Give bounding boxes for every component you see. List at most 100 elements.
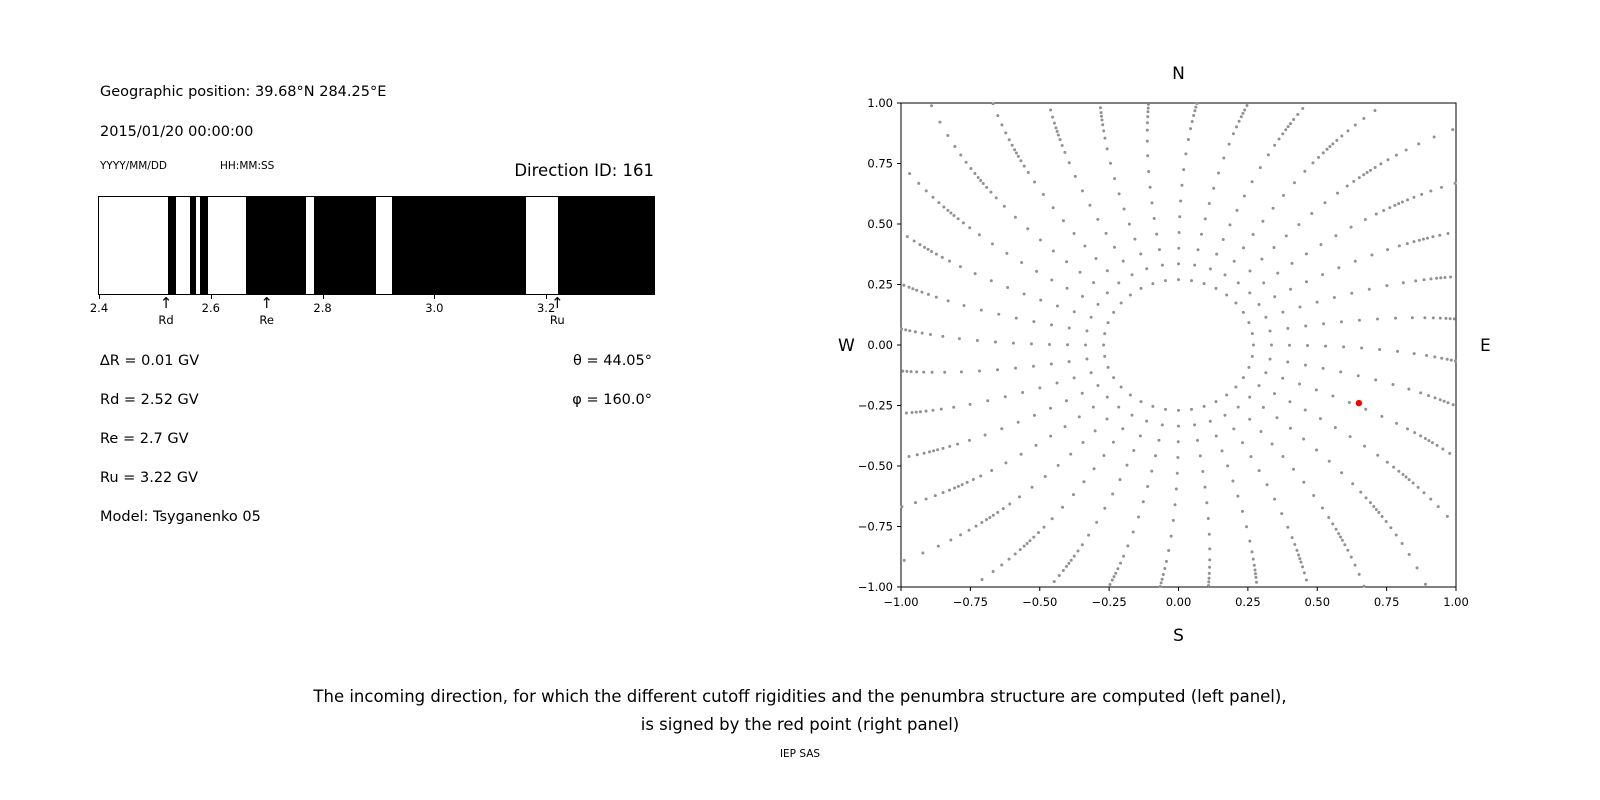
- direction-grid-dot: [969, 166, 973, 170]
- x-tick-label: −1.00: [883, 595, 918, 609]
- direction-grid-dot: [991, 570, 995, 574]
- direction-grid-dot: [1397, 469, 1401, 473]
- direction-grid-dot: [1214, 286, 1218, 290]
- direction-grid-dot: [1072, 231, 1076, 235]
- direction-grid-dot: [1281, 376, 1285, 380]
- direction-grid-dot: [926, 247, 930, 251]
- direction-grid-dot: [1290, 261, 1294, 265]
- direction-grid-dot: [1346, 548, 1350, 552]
- direction-grid-dot: [1259, 430, 1263, 434]
- direction-grid-dot: [1106, 321, 1110, 325]
- x-tick-label: 0.50: [1304, 595, 1330, 609]
- direction-grid-dot: [1292, 118, 1296, 122]
- direction-grid-dot: [1147, 102, 1151, 106]
- direction-grid-dot: [1271, 206, 1275, 210]
- direction-grid-dot: [1349, 225, 1353, 229]
- direction-grid-dot: [1146, 154, 1150, 158]
- direction-grid-dot: [1251, 343, 1255, 347]
- direction-grid-dot: [1159, 581, 1163, 585]
- direction-grid-dot: [1013, 552, 1017, 556]
- direction-grid-dot: [1260, 257, 1264, 261]
- direction-grid-dot: [1139, 286, 1143, 290]
- direction-grid-dot: [1439, 276, 1443, 280]
- direction-grid-dot: [1373, 165, 1377, 169]
- direction-grid-dot: [1281, 455, 1285, 459]
- direction-grid-dot: [956, 484, 960, 488]
- direction-grid-dot: [1337, 532, 1341, 536]
- direction-grid-dot: [1324, 344, 1328, 348]
- direction-grid-dot: [1105, 269, 1109, 273]
- direction-grid-dot: [946, 208, 950, 212]
- direction-grid-dot: [1196, 248, 1200, 252]
- direction-grid-dot: [1421, 237, 1425, 241]
- direction-grid-dot: [1014, 316, 1018, 320]
- x-tick-label: −0.25: [1092, 595, 1127, 609]
- direction-grid-dot: [1190, 279, 1194, 283]
- direction-grid-dot: [1173, 503, 1177, 507]
- direction-grid-dot: [902, 283, 906, 287]
- direction-grid-dot: [926, 292, 930, 296]
- direction-grid-dot: [908, 329, 912, 333]
- direction-grid-dot: [1177, 408, 1180, 412]
- direction-grid-dot: [918, 410, 922, 414]
- direction-grid-dot: [1422, 491, 1426, 495]
- direction-grid-dot: [1410, 316, 1414, 320]
- direction-grid-dot: [956, 217, 960, 221]
- direction-grid-dot: [1072, 554, 1076, 558]
- direction-grid-dot: [1310, 212, 1314, 216]
- direction-grid-dot: [1357, 176, 1361, 180]
- direction-grid-dot: [973, 172, 977, 176]
- direction-grid-dot: [1177, 246, 1181, 250]
- ru-value: Ru = 3.22 GV: [100, 470, 199, 486]
- direction-grid-dot: [957, 337, 961, 341]
- direction-grid-dot: [1021, 390, 1025, 394]
- direction-grid-dot: [1163, 279, 1167, 283]
- direction-grid-dot: [1047, 342, 1051, 346]
- direction-grid-dot: [1061, 568, 1065, 572]
- direction-grid-dot: [1100, 114, 1104, 118]
- direction-grid-dot: [1013, 215, 1017, 219]
- direction-grid-dot: [1440, 356, 1444, 360]
- direction-grid-dot: [1304, 280, 1308, 284]
- direction-grid-dot: [905, 235, 909, 239]
- direction-grid-dot: [953, 486, 957, 490]
- direction-grid-dot: [1029, 342, 1033, 346]
- direction-grid-dot: [1427, 439, 1431, 443]
- direction-grid-dot: [1169, 534, 1173, 538]
- direction-grid-dot: [1014, 366, 1018, 370]
- direction-grid-dot: [1247, 365, 1251, 369]
- direction-grid-dot: [924, 189, 928, 193]
- penumbra-forbidden-band: [190, 197, 197, 294]
- direction-grid-dot: [1375, 317, 1379, 321]
- direction-grid-dot: [1391, 383, 1395, 387]
- direction-grid-dot: [1087, 533, 1091, 537]
- direction-grid-dot: [1138, 434, 1142, 438]
- direction-grid-dot: [942, 205, 946, 209]
- penumbra-forbidden-band: [557, 197, 654, 294]
- direction-grid-dot: [911, 287, 915, 291]
- direction-grid-dot: [1234, 125, 1238, 129]
- direction-grid-dot: [1359, 490, 1363, 494]
- direction-grid-dot: [1054, 126, 1058, 130]
- direction-grid-dot: [1281, 310, 1285, 314]
- direction-grid-dot: [1141, 500, 1145, 504]
- direction-grid-dot: [1273, 392, 1277, 396]
- direction-grid-dot: [1277, 137, 1281, 141]
- direction-grid-dot: [1321, 151, 1325, 155]
- direction-grid-dot: [1208, 565, 1212, 569]
- x-tick-label: 3.2: [536, 301, 556, 315]
- direction-grid-dot: [1364, 407, 1368, 411]
- x-tick-mark: [322, 295, 324, 299]
- direction-grid-dot: [1237, 119, 1241, 123]
- direction-grid-dot: [1203, 217, 1207, 221]
- direction-grid-dot: [1016, 420, 1020, 424]
- direction-grid-dot: [1431, 235, 1435, 239]
- direction-grid-dot: [1178, 215, 1182, 219]
- direction-grid-dot: [1293, 543, 1297, 547]
- direction-grid-dot: [931, 195, 935, 199]
- direction-grid-dot: [1025, 541, 1029, 545]
- direction-grid-dot: [1207, 580, 1211, 584]
- direction-grid-dot: [1050, 278, 1054, 282]
- direction-grid-dot: [1201, 469, 1205, 473]
- delta-r-value: ∆R = 0.01 GV: [100, 353, 200, 369]
